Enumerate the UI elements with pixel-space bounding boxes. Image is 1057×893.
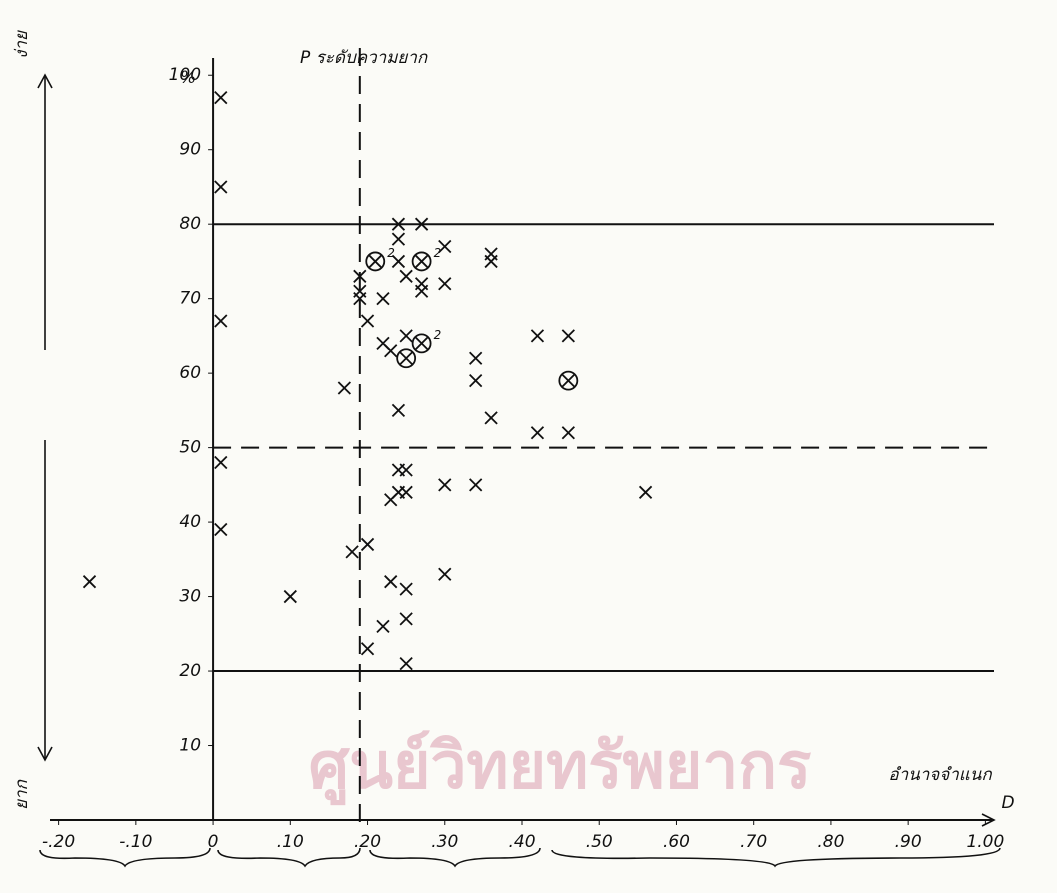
- data-point: [392, 404, 404, 416]
- data-point: [400, 613, 412, 625]
- chart: ศูนย์วิทยทรัพยากร P ระดับความยาก % อำนาจ…: [0, 0, 1057, 893]
- data-point: [377, 620, 389, 632]
- data-point: [531, 427, 543, 439]
- data-point: [562, 330, 574, 342]
- x-axis-symbol: D: [1001, 793, 1014, 813]
- x-tick-label: -.20: [42, 832, 75, 852]
- x-axis-label: อำนาจจำแนก: [888, 765, 992, 785]
- x-tick-label: .90: [895, 832, 922, 852]
- data-point: [397, 349, 415, 367]
- data-point: [413, 252, 431, 270]
- data-point: [362, 643, 374, 655]
- data-point: [215, 524, 227, 536]
- data-point: [215, 181, 227, 193]
- x-tick-label: .50: [586, 832, 613, 852]
- data-point: [284, 591, 296, 603]
- x-tick-label: 0: [208, 832, 219, 852]
- x-tick-label: .30: [431, 832, 458, 852]
- data-point: [362, 315, 374, 327]
- easy-label: ง่าย: [12, 30, 32, 59]
- data-point: [400, 270, 412, 282]
- y-tick-label: 50: [179, 438, 201, 458]
- y-tick-label: 60: [179, 363, 201, 383]
- x-tick-label: 1.00: [966, 832, 1004, 852]
- data-point: [346, 546, 358, 558]
- data-point: [338, 382, 350, 394]
- y-tick-label: 80: [179, 214, 201, 234]
- data-point: [366, 252, 384, 270]
- y-tick-label: 40: [179, 512, 201, 532]
- y-tick-label: 20: [179, 661, 201, 681]
- y-tick-label: 30: [179, 587, 201, 607]
- data-point: [385, 345, 397, 357]
- point-label: 2: [387, 246, 395, 260]
- x-tick-label: .60: [663, 832, 690, 852]
- data-point: [531, 330, 543, 342]
- x-tick-label: .10: [277, 832, 304, 852]
- point-label: 2: [434, 246, 442, 260]
- data-point: [470, 479, 482, 491]
- data-point: [400, 658, 412, 670]
- brace: [552, 848, 1000, 866]
- data-point: [362, 538, 374, 550]
- data-point: [416, 285, 428, 297]
- x-tick-label: .70: [740, 832, 767, 852]
- data-point: [439, 479, 451, 491]
- data-point: [377, 293, 389, 305]
- data-point: [439, 278, 451, 290]
- data-point: [400, 486, 412, 498]
- chart-title: P ระดับความยาก: [300, 48, 428, 68]
- point-label: 2: [434, 328, 442, 342]
- data-point: [559, 372, 577, 390]
- data-point: [215, 92, 227, 104]
- data-point: [400, 464, 412, 476]
- data-point: [392, 233, 404, 245]
- data-point: [84, 576, 96, 588]
- data-point: [215, 457, 227, 469]
- y-tick-label: 100: [169, 65, 201, 85]
- data-point: [439, 568, 451, 580]
- data-point: [485, 255, 497, 267]
- x-tick-label: .80: [817, 832, 844, 852]
- x-tick-label: .40: [508, 832, 535, 852]
- data-point: [485, 412, 497, 424]
- watermark: ศูนย์วิทยทรัพยากร: [309, 730, 812, 806]
- data-point: [385, 576, 397, 588]
- data-point: [400, 330, 412, 342]
- x-tick-label: .20: [354, 832, 381, 852]
- x-tick-label: -.10: [119, 832, 152, 852]
- y-tick-label: 70: [179, 289, 201, 309]
- data-point: [400, 583, 412, 595]
- data-point: [470, 375, 482, 387]
- hard-label: ยาก: [12, 779, 32, 810]
- y-tick-label: 10: [179, 736, 201, 756]
- data-point: [413, 334, 431, 352]
- y-tick-label: 90: [179, 140, 201, 160]
- data-point: [562, 427, 574, 439]
- data-point: [640, 486, 652, 498]
- data-point: [470, 352, 482, 364]
- data-point: [215, 315, 227, 327]
